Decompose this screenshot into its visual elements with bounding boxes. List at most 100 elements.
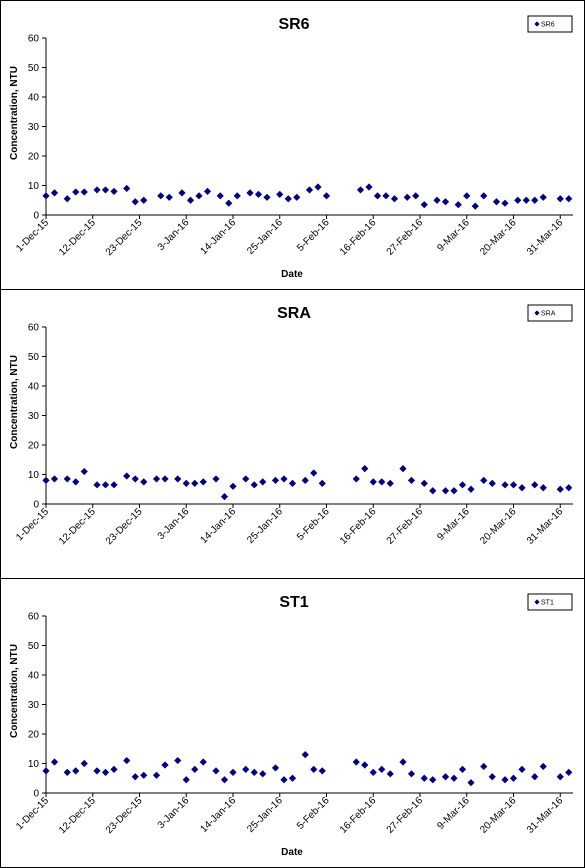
data-point <box>386 770 394 778</box>
data-point <box>480 762 488 771</box>
data-point <box>514 196 522 204</box>
data-point <box>203 187 212 195</box>
data-point <box>271 476 280 484</box>
data-point <box>365 183 373 191</box>
chart-panel-sra: SRA Concentration, NTU 0 10 20 30 40 50 60 1-De… <box>0 289 585 579</box>
data-point <box>352 758 360 766</box>
data-point <box>280 475 288 483</box>
data-point <box>420 774 428 782</box>
data-point <box>242 475 250 483</box>
data-point <box>42 192 50 200</box>
legend-marker <box>534 21 540 27</box>
chart-title: ST1 <box>279 594 308 611</box>
data-point <box>518 484 526 492</box>
data-point <box>539 193 547 201</box>
x-tick-label: 1-Dec-15 <box>14 506 51 543</box>
data-point <box>531 481 539 489</box>
chart-panel-st1: ST1 Concentration, NTU Date 0 10 20 30 40 50 6… <box>0 578 585 868</box>
data-point <box>161 761 169 769</box>
data-point <box>195 192 203 200</box>
y-axis-title: Concentration, NTU <box>9 66 20 160</box>
legend-label: SRA <box>541 311 556 318</box>
data-point <box>399 758 407 766</box>
data-point <box>101 768 110 776</box>
data-point <box>191 765 199 773</box>
data-point <box>450 774 458 782</box>
legend-label: SR6 <box>541 22 555 29</box>
x-tick-label: 31-Mar-16 <box>525 217 566 258</box>
x-tick-label: 31-Mar-16 <box>525 795 566 836</box>
data-point <box>458 765 467 773</box>
data-point <box>539 762 547 771</box>
data-point <box>407 476 416 484</box>
data-point <box>199 478 207 486</box>
x-tick-label: 23-Dec-15 <box>104 506 145 547</box>
x-tick-label: 27-Feb-16 <box>385 506 426 547</box>
data-point <box>352 475 360 483</box>
y-tick-label: 0 <box>33 211 39 222</box>
data-point <box>441 773 450 781</box>
data-point <box>318 767 326 775</box>
y-tick-label: 0 <box>33 789 39 800</box>
data-point <box>441 198 450 206</box>
x-tick-label: 27-Feb-16 <box>385 795 426 836</box>
data-point <box>101 481 110 489</box>
x-tick-label: 25-Jan-16 <box>245 795 285 835</box>
x-tick-label: 5-Feb-16 <box>295 506 332 543</box>
data-point <box>199 758 207 766</box>
data-point <box>361 761 369 769</box>
chart-st1: ST1 Concentration, NTU Date 0 10 20 30 40 50 6… <box>9 593 573 858</box>
data-point <box>216 192 224 200</box>
data-point <box>50 758 59 766</box>
x-axis-title: Date <box>281 847 303 858</box>
x-tick-label: 20-Mar-16 <box>478 217 519 258</box>
data-point <box>463 192 471 200</box>
data-point <box>271 764 280 772</box>
data-point <box>123 756 131 765</box>
chart-panel-sr6: SR6 Concentration, NTU Date 0 10 20 30 40 50 6… <box>0 0 585 290</box>
data-point <box>420 201 428 209</box>
x-tick-label: 3-Jan-16 <box>156 795 192 831</box>
data-point <box>301 476 309 484</box>
y-tick-label: 30 <box>28 700 40 711</box>
data-point <box>356 186 365 194</box>
x-axis-title: Date <box>281 269 303 280</box>
y-axis-title: Concentration, NTU <box>9 644 20 738</box>
y-tick-label: 50 <box>28 641 40 652</box>
data-point <box>152 475 161 483</box>
data-point <box>378 765 386 773</box>
data-point <box>305 186 314 194</box>
data-point <box>539 484 547 492</box>
data-point <box>259 770 267 778</box>
data-point <box>250 768 258 776</box>
y-tick-label: 40 <box>28 93 40 104</box>
data-point <box>492 198 501 206</box>
data-point <box>284 195 292 203</box>
data-point <box>80 467 88 476</box>
data-point <box>280 776 288 784</box>
data-point <box>293 193 301 201</box>
x-tick-label: 1-Dec-15 <box>14 217 51 254</box>
data-point <box>131 198 139 206</box>
data-point <box>565 484 573 492</box>
y-tick-label: 0 <box>33 500 39 511</box>
legend: ST1 <box>527 593 573 611</box>
data-point <box>72 478 80 486</box>
x-tick-label: 23-Dec-15 <box>104 795 145 836</box>
data-point <box>467 779 475 787</box>
x-tick-label: 5-Feb-16 <box>295 795 332 832</box>
data-point <box>276 190 284 198</box>
data-point <box>80 759 88 768</box>
data-point <box>263 193 271 201</box>
data-point <box>242 765 250 773</box>
x-tick-label: 14-Jan-16 <box>199 217 239 257</box>
x-tick-label: 3-Jan-16 <box>156 506 192 542</box>
data-point <box>407 770 416 778</box>
x-tick-label: 23-Dec-15 <box>104 217 145 258</box>
data-point <box>110 481 118 489</box>
data-point <box>429 776 437 784</box>
data-point <box>140 478 148 486</box>
data-point <box>174 475 182 483</box>
y-tick-label: 60 <box>28 612 40 623</box>
data-point <box>250 481 258 489</box>
